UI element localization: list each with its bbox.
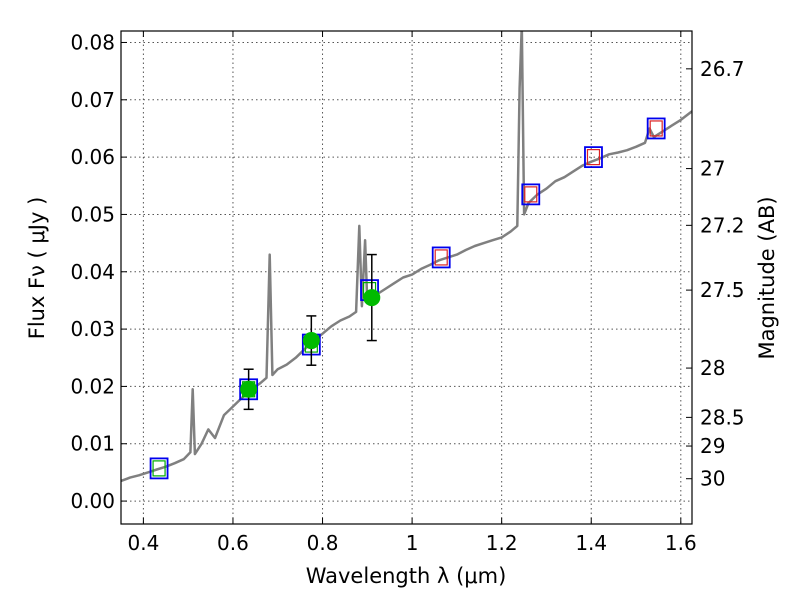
x-tick-label: 1 xyxy=(406,531,419,555)
y-tick-label: 0.08 xyxy=(70,30,115,54)
y-tick-label: 0.07 xyxy=(70,88,115,112)
y-tick-label: 0.04 xyxy=(70,260,115,284)
x-axis-label: Wavelength λ (μm) xyxy=(306,564,507,588)
model-photometry-inner xyxy=(649,120,663,137)
x-tick-label: 1.2 xyxy=(486,531,518,555)
right-tick-label: 26.7 xyxy=(700,57,745,81)
right-axis-label: Magnitude (AB) xyxy=(755,196,779,359)
model-photometry-box xyxy=(521,183,541,206)
observed-point xyxy=(363,289,381,307)
grid xyxy=(121,31,692,524)
x-tick-label: 0.4 xyxy=(127,531,159,555)
model-photometry-box xyxy=(584,146,603,169)
model-photometry-inner xyxy=(524,186,538,203)
model-photometry-box xyxy=(646,117,666,140)
y-tick-label: 0.02 xyxy=(70,374,115,398)
plot-frame xyxy=(120,30,693,525)
observed-point xyxy=(302,332,320,350)
y-axis-label: Flux Fν ( μJy ) xyxy=(25,197,49,340)
spectrum-line xyxy=(121,31,692,483)
right-tick-label: 27.5 xyxy=(700,278,745,302)
right-tick-label: 29 xyxy=(700,434,725,458)
right-tick-label: 28 xyxy=(700,356,725,380)
observed-point xyxy=(240,380,258,398)
x-tick-label: 1.4 xyxy=(575,531,607,555)
y-tick-label: 0.05 xyxy=(70,202,115,226)
model-photometry-inner xyxy=(586,149,601,166)
right-tick-label: 28.5 xyxy=(700,405,745,429)
right-tick-label: 27 xyxy=(700,157,725,181)
right-tick-label: 27.2 xyxy=(700,213,745,237)
model-photometry-box xyxy=(149,457,169,480)
right-tick-label: 30 xyxy=(700,467,725,491)
y-tick-label: 0.00 xyxy=(70,489,115,513)
axes: 0.4 0.6 0.8 1 1.2 1.4 1.6 0.00 0.01 0.02 0.03 0.04 0… xyxy=(70,30,744,555)
model-photometry-inner xyxy=(434,249,448,266)
y-tick-label: 0.01 xyxy=(70,432,115,456)
x-tick-label: 1.6 xyxy=(665,531,697,555)
x-tick-label: 0.6 xyxy=(217,531,249,555)
data-layer xyxy=(121,31,692,483)
model-photometry-box xyxy=(431,246,451,269)
x-tick-label: 0.8 xyxy=(307,531,339,555)
y-tick-label: 0.03 xyxy=(70,317,115,341)
model-photometry-inner xyxy=(152,460,166,477)
y-tick-label: 0.06 xyxy=(70,145,115,169)
